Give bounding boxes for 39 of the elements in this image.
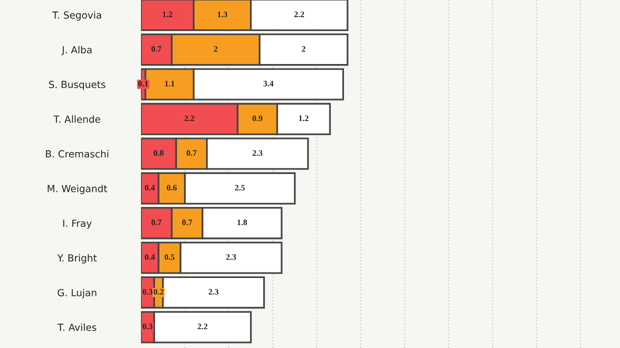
data-label: 0.4 — [144, 254, 155, 260]
y-tick-label: S. Busquets — [49, 80, 106, 90]
y-tick-label: M. Weigandt — [48, 184, 108, 194]
data-label: 0.7 — [182, 220, 192, 226]
data-label: 2.5 — [235, 184, 245, 191]
y-tick-label: T. Aviles — [57, 323, 96, 332]
data-label: 0.6 — [166, 184, 177, 191]
data-label: 2.2 — [294, 12, 304, 18]
y-tick-label: B. Cremaschi — [46, 150, 108, 158]
y-tick-label: I. Fray — [63, 220, 92, 229]
data-label: 1.8 — [238, 220, 248, 226]
data-label: 0.7 — [186, 150, 197, 156]
data-label: 0.9 — [252, 115, 262, 122]
data-label: 0.3 — [142, 324, 153, 330]
y-tick-label: J. Alba — [61, 46, 92, 56]
data-label: 0.8 — [154, 150, 164, 156]
data-label: 3.4 — [264, 80, 274, 86]
data-label: 1.1 — [165, 80, 174, 86]
data-label: 1.2 — [299, 115, 308, 122]
data-label: 2.3 — [226, 254, 236, 260]
data-label: 1.2 — [162, 12, 172, 18]
data-label: 2 — [214, 46, 218, 52]
data-label: 0.2 — [154, 288, 164, 295]
data-label: 2 — [302, 46, 306, 52]
y-tick-label: Y. Bright — [57, 254, 97, 264]
data-label: 0.4 — [144, 184, 155, 191]
data-label: 0.7 — [151, 46, 162, 52]
y-tick-label: T. Allende — [53, 115, 100, 123]
data-label: 2.2 — [184, 115, 194, 122]
data-label: 0.1 — [138, 80, 148, 86]
y-tick-label: G. Lujan — [58, 288, 96, 298]
data-label: 2.3 — [208, 288, 218, 295]
data-label: 0.5 — [164, 254, 174, 260]
data-label: 2.2 — [198, 324, 208, 330]
y-tick-label: T. Segovia — [52, 11, 102, 21]
data-label: 2.3 — [252, 150, 262, 156]
data-label: 1.3 — [218, 12, 228, 18]
data-label: 0.3 — [142, 288, 153, 295]
data-label: 0.7 — [151, 220, 162, 226]
